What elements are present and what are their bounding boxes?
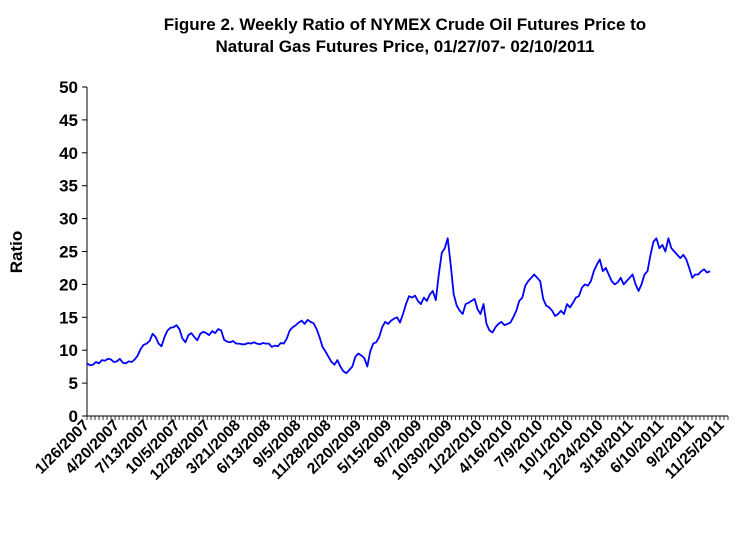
chart-title: Figure 2. Weekly Ratio of NYMEX Crude Oi… xyxy=(60,14,750,58)
ratio-series-line xyxy=(86,237,711,375)
y-tick-label: 30 xyxy=(59,210,78,229)
y-tick-label: 25 xyxy=(59,243,78,262)
y-tick-label: 5 xyxy=(69,374,78,393)
y-tick-label: 15 xyxy=(59,308,78,327)
series-layer xyxy=(86,237,711,375)
y-tick-label: 20 xyxy=(59,275,78,294)
y-tick-label: 45 xyxy=(59,111,78,130)
y-tick-label: 0 xyxy=(69,407,78,426)
y-tick-label: 35 xyxy=(59,177,78,196)
y-axis-label: Ratio xyxy=(7,231,26,274)
y-tick-label: 40 xyxy=(59,144,78,163)
y-axis: 0 5 10 15 20 25 30 35 40 45 50 xyxy=(59,78,88,426)
x-axis: 1/26/20074/20/20077/13/200710/5/200712/2… xyxy=(32,415,729,484)
y-tick-label: 10 xyxy=(59,341,78,360)
chart-title-line-2: Natural Gas Futures Price, 01/27/07- 02/… xyxy=(215,37,595,56)
y-tick-label: 50 xyxy=(59,78,78,97)
chart-title-line-1: Figure 2. Weekly Ratio of NYMEX Crude Oi… xyxy=(163,15,647,34)
